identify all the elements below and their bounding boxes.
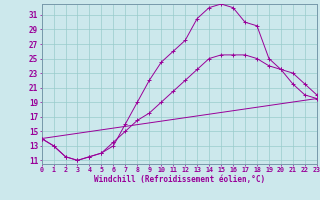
X-axis label: Windchill (Refroidissement éolien,°C): Windchill (Refroidissement éolien,°C)	[94, 175, 265, 184]
